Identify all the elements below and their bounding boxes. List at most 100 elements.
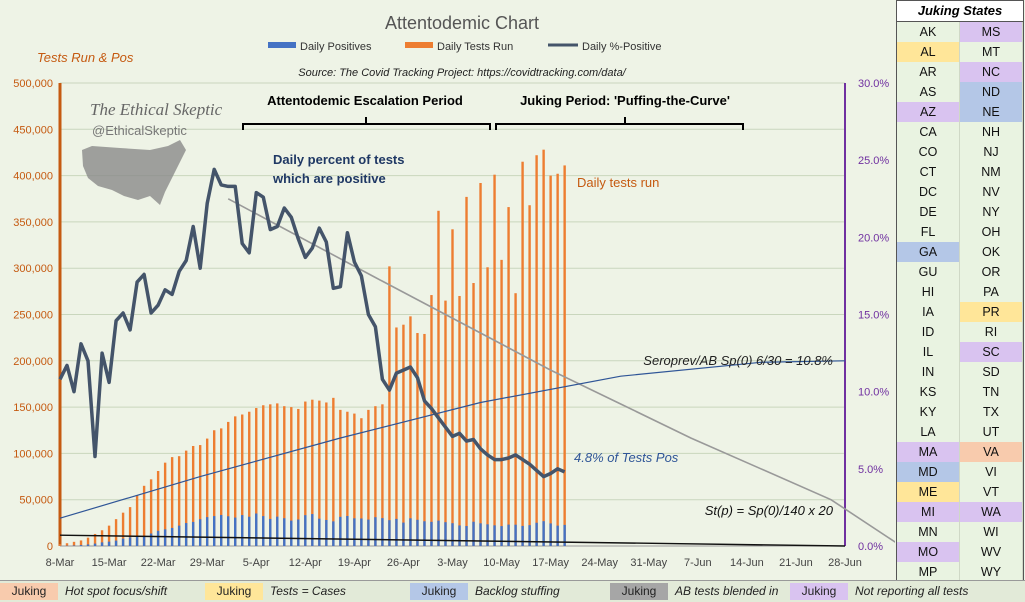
positives-bar (108, 542, 110, 546)
positives-bar (360, 518, 362, 546)
state-cell-va: VA (960, 442, 1023, 462)
state-cell-md: MD (897, 462, 960, 482)
seroprev-annotation: Seroprev/AB Sp(0) 6/30 = 10.8% (643, 353, 833, 368)
tests-bar (395, 327, 397, 546)
y-left-tick-label: 0 (47, 541, 53, 553)
y-right-tick-label: 25.0% (858, 155, 889, 167)
positives-bar (374, 517, 376, 546)
tests-bar (59, 544, 61, 546)
state-cell-mo: MO (897, 542, 960, 562)
state-cell-nm: NM (960, 162, 1023, 182)
positives-bar (521, 526, 523, 546)
state-cell-nj: NJ (960, 142, 1023, 162)
legend-label-tests: Daily Tests Run (437, 41, 513, 53)
x-tick-label: 14-Jun (730, 557, 764, 569)
tests-bar (423, 334, 425, 546)
positives-bar (339, 517, 341, 546)
tests-bar (500, 260, 502, 546)
chart-source: Source: The Covid Tracking Project: http… (298, 67, 626, 79)
positives-bar (409, 518, 411, 546)
state-cell-fl: FL (897, 222, 960, 242)
positives-bar (535, 523, 537, 546)
x-tick-label: 26-Apr (387, 557, 420, 569)
state-cell-mp: MP (897, 562, 960, 582)
state-cell-vt: VT (960, 482, 1023, 502)
state-cell-il: IL (897, 342, 960, 362)
tests-bar (430, 295, 432, 546)
positives-bar (423, 521, 425, 546)
juking-states-title: Juking States (897, 1, 1023, 22)
positives-bar (297, 520, 299, 546)
tests-bar (535, 155, 537, 546)
positives-bar (388, 520, 390, 546)
positives-bar (493, 525, 495, 546)
x-tick-label: 31-May (630, 557, 667, 569)
y-left-tick-label: 300,000 (13, 263, 53, 275)
state-cell-pr: PR (960, 302, 1023, 322)
x-tick-label: 24-May (581, 557, 618, 569)
y-right-tick-label: 30.0% (858, 78, 889, 90)
positives-bar (395, 519, 397, 546)
state-cell-ri: RI (960, 322, 1023, 342)
positives-bar (213, 516, 215, 546)
legend-swatch-3: Juking (610, 583, 668, 600)
positives-bar (94, 544, 96, 546)
tests-bar (472, 283, 474, 546)
state-cell-mi: MI (897, 502, 960, 522)
positives-bar (514, 525, 516, 546)
tests-bar (528, 205, 530, 546)
state-cell-ut: UT (960, 422, 1023, 442)
state-cell-pa: PA (960, 282, 1023, 302)
tests-bar (486, 267, 488, 546)
positives-bar (192, 522, 194, 546)
positives-bar (178, 526, 180, 546)
state-cell-wv: WV (960, 542, 1023, 562)
y-right-tick-label: 15.0% (858, 310, 889, 322)
state-cell-mt: MT (960, 42, 1023, 62)
y-left-tick-label: 400,000 (13, 171, 53, 183)
positives-bar (241, 515, 243, 546)
legend-swatch-4: Juking (790, 583, 848, 600)
legend-label-pct: Daily %-Positive (582, 41, 661, 53)
tests-bar (388, 266, 390, 546)
daily-pct-annotation-line1: Daily percent of tests (273, 152, 405, 167)
legend-swatch-2: Juking (410, 583, 468, 600)
legend-swatch-1: Juking (205, 583, 263, 600)
state-cell-ky: KY (897, 402, 960, 422)
y-left-tick-label: 100,000 (13, 448, 53, 460)
stp-annotation: St(p) = Sp(0)/140 x 20 (705, 503, 834, 518)
y-left-tick-label: 450,000 (13, 124, 53, 136)
y-right-tick-label: 5.0% (858, 464, 883, 476)
y-left-tick-label: 200,000 (13, 356, 53, 368)
chart: The Ethical Skeptic @EthicalSkeptic Atte… (0, 0, 895, 580)
positives-bar (234, 518, 236, 546)
positives-bar (220, 515, 222, 546)
positives-bar (472, 522, 474, 546)
x-tick-label: 15-Mar (92, 557, 127, 569)
tests-bar (507, 207, 509, 546)
y-right-tick-label: 0.0% (858, 541, 883, 553)
tests-bar (542, 150, 544, 546)
state-cell-mn: MN (897, 522, 960, 542)
tests-bar (416, 333, 418, 546)
positives-bar (164, 529, 166, 546)
positives-bar (332, 521, 334, 546)
state-cell-id: ID (897, 322, 960, 342)
tests-bar (465, 197, 467, 546)
state-cell-as: AS (897, 82, 960, 102)
legend: Daily Positives Daily Tests Run Daily %-… (268, 41, 661, 53)
positives-bar (129, 537, 131, 546)
positives-bar (430, 522, 432, 546)
positives-bar (311, 514, 313, 546)
positives-bar (325, 520, 327, 546)
state-cell-oh: OH (960, 222, 1023, 242)
x-tick-label: 28-Jun (828, 557, 862, 569)
state-cell-or: OR (960, 262, 1023, 282)
tests-bar (493, 175, 495, 546)
y-left-tick-label: 250,000 (13, 310, 53, 322)
y-left-tick-label: 150,000 (13, 402, 53, 414)
positives-bar (276, 517, 278, 546)
positives-bar (353, 518, 355, 546)
